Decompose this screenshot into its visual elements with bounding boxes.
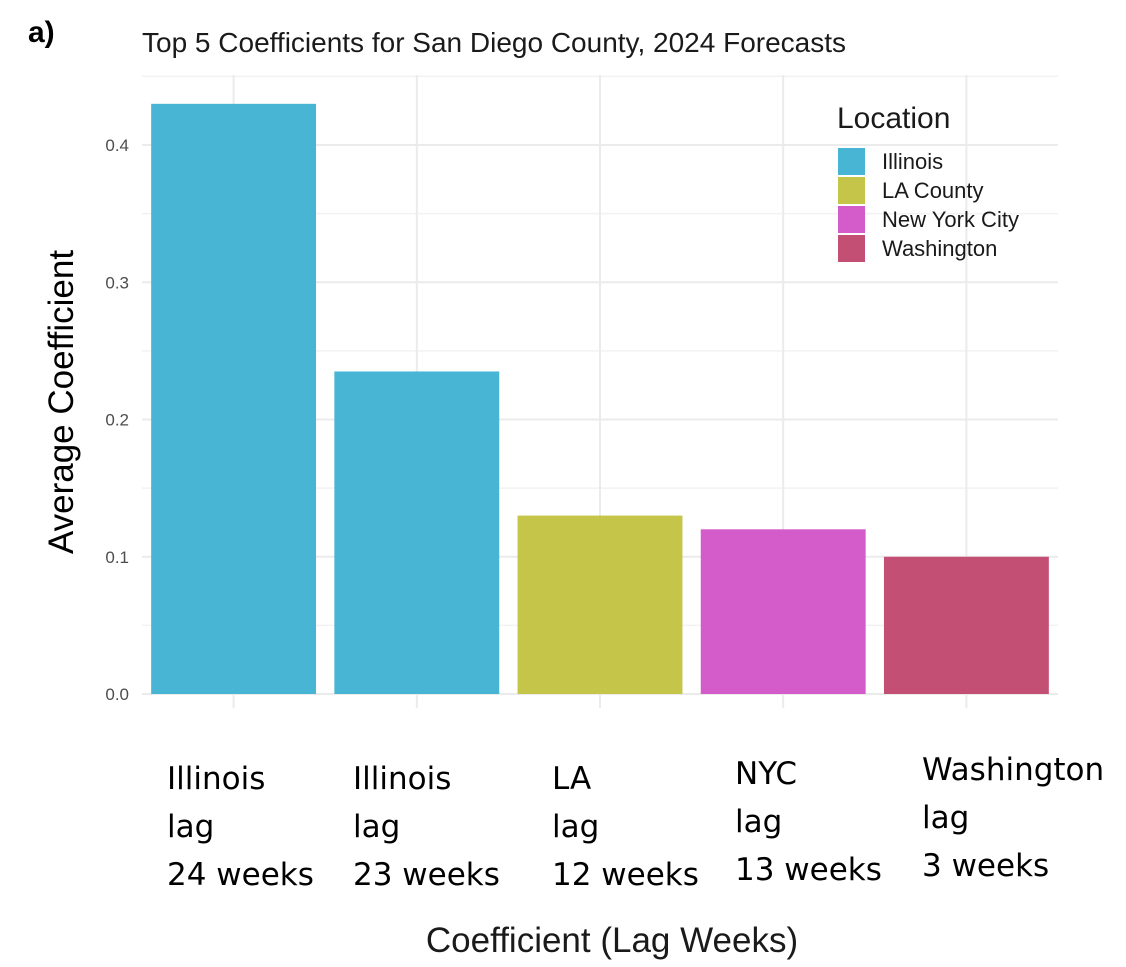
legend-swatch: [838, 177, 865, 204]
legend-swatch: [838, 148, 865, 175]
x-axis-categories: Illinois lag 24 weeks Illinois lag 23 weeks LA…: [167, 752, 1104, 893]
x-category-line: 13 weeks: [735, 852, 882, 888]
x-category-line: 24 weeks: [167, 857, 314, 893]
legend-label: LA County: [882, 178, 984, 203]
bars: [151, 103, 1049, 694]
y-tick-label: 0.1: [105, 548, 129, 567]
legend: Location Illinois LA County New York City W…: [837, 102, 1019, 262]
y-tick-label: 0.0: [105, 685, 129, 704]
x-category-line: NYC: [735, 756, 797, 792]
y-tick-label: 0.4: [105, 136, 129, 155]
x-category-line: LA: [552, 761, 591, 797]
bar: [334, 371, 500, 694]
x-category-line: Illinois: [167, 761, 265, 797]
y-tick-label: 0.3: [105, 273, 129, 292]
y-tick-label: 0.2: [105, 411, 129, 430]
x-category-line: lag: [353, 809, 400, 845]
x-category-label: Illinois lag 24 weeks: [167, 761, 314, 893]
x-category-label: NYC lag 13 weeks: [735, 756, 882, 888]
x-category-line: lag: [167, 809, 214, 845]
bar: [700, 529, 866, 694]
x-category-line: Washington: [922, 752, 1104, 788]
legend-label: New York City: [882, 207, 1019, 232]
x-category-line: 12 weeks: [552, 857, 699, 893]
x-category-line: lag: [922, 800, 969, 836]
x-category-line: 23 weeks: [353, 857, 500, 893]
bar: [883, 556, 1049, 694]
legend-label: Illinois: [882, 149, 943, 174]
x-category-label: LA lag 12 weeks: [552, 761, 699, 893]
chart-title: Top 5 Coefficients for San Diego County,…: [142, 27, 846, 58]
legend-swatch: [838, 235, 865, 262]
legend-swatch: [838, 206, 865, 233]
x-category-line: Illinois: [353, 761, 451, 797]
x-axis-label: Coefficient (Lag Weeks): [426, 921, 798, 960]
legend-title: Location: [837, 102, 950, 135]
x-category-line: lag: [735, 804, 782, 840]
panel-label: a): [28, 16, 55, 49]
y-axis-ticks: 0.0 0.1 0.2 0.3 0.4: [105, 136, 129, 704]
bar: [151, 103, 317, 694]
legend-label: Washington: [882, 236, 997, 261]
x-category-label: Washington lag 3 weeks: [922, 752, 1104, 884]
x-category-label: Illinois lag 23 weeks: [353, 761, 500, 893]
x-category-line: 3 weeks: [922, 848, 1049, 884]
x-category-line: lag: [552, 809, 599, 845]
y-axis-label: Average Coefficient: [42, 250, 81, 554]
bar: [517, 515, 683, 694]
